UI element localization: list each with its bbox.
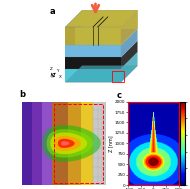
Bar bbox=[54, 104, 103, 183]
Text: X: X bbox=[59, 75, 61, 79]
Polygon shape bbox=[65, 27, 75, 45]
Polygon shape bbox=[121, 41, 138, 69]
Polygon shape bbox=[65, 45, 121, 57]
Polygon shape bbox=[61, 141, 69, 146]
Polygon shape bbox=[82, 10, 138, 29]
Polygon shape bbox=[47, 129, 93, 158]
Polygon shape bbox=[121, 52, 138, 82]
Polygon shape bbox=[42, 125, 101, 162]
Bar bbox=[81, 101, 93, 185]
Polygon shape bbox=[65, 57, 121, 69]
Polygon shape bbox=[65, 10, 138, 27]
Polygon shape bbox=[65, 66, 138, 82]
Polygon shape bbox=[58, 139, 75, 148]
Bar bbox=[68, 101, 81, 185]
Bar bbox=[22, 101, 32, 185]
Text: a: a bbox=[49, 7, 55, 15]
Polygon shape bbox=[50, 132, 87, 154]
Y-axis label: Z [nm]: Z [nm] bbox=[108, 135, 113, 152]
Bar bbox=[93, 101, 106, 185]
Polygon shape bbox=[65, 27, 121, 45]
Text: Y: Y bbox=[56, 69, 59, 73]
Bar bbox=[32, 101, 42, 185]
Polygon shape bbox=[65, 69, 121, 82]
Polygon shape bbox=[54, 136, 81, 151]
Bar bbox=[42, 101, 52, 185]
Text: c: c bbox=[117, 91, 122, 100]
Text: Z: Z bbox=[50, 67, 53, 71]
Text: b: b bbox=[19, 90, 25, 99]
Bar bbox=[52, 101, 68, 185]
Bar bbox=[112, 71, 124, 82]
Polygon shape bbox=[121, 10, 138, 45]
Polygon shape bbox=[121, 29, 138, 57]
